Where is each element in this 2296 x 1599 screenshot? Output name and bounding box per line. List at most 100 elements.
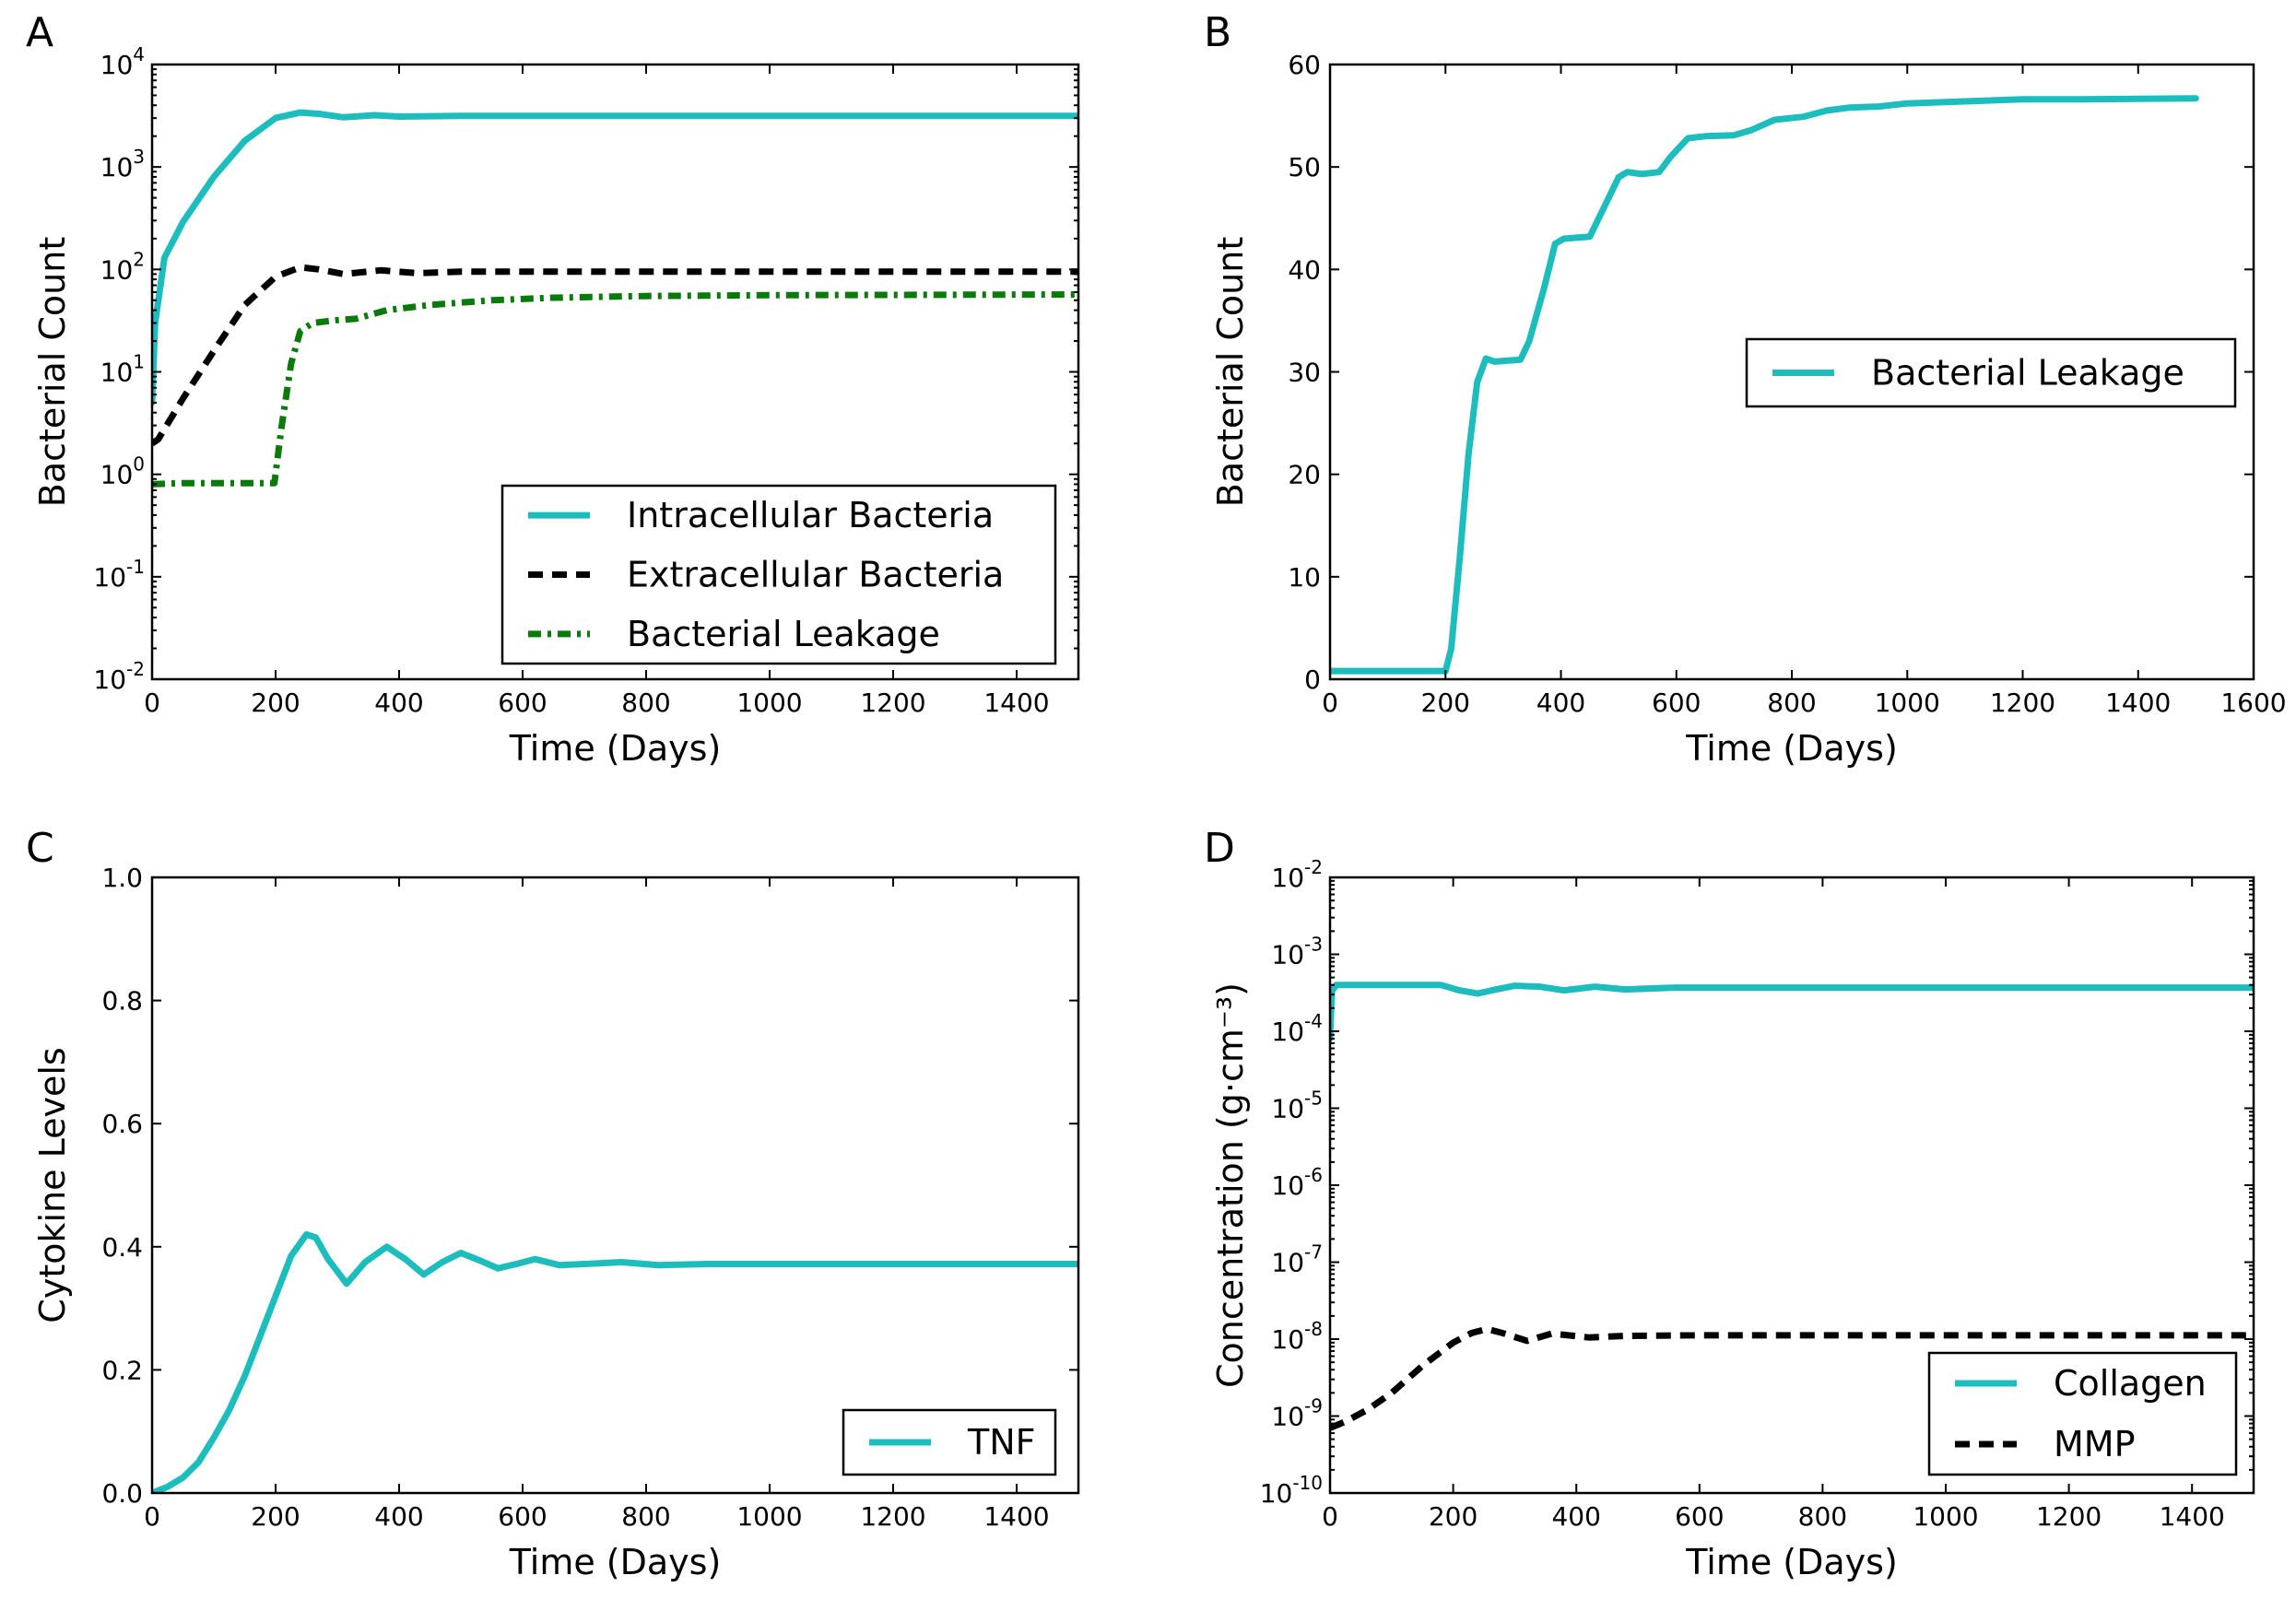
- x-tick-label: 1000: [1913, 1501, 1978, 1532]
- x-tick-label: 1200: [860, 1501, 925, 1532]
- y-tick-label: 0.8: [101, 986, 143, 1017]
- legend: Intracellular Bacteria Extracellular Bact…: [500, 484, 1057, 665]
- y-tick-label: 10-5: [1271, 1088, 1323, 1124]
- x-tick-label: 0: [1322, 688, 1338, 718]
- legend-label: Extracellular Bacteria: [627, 555, 1004, 595]
- x-tick-label: 1400: [2160, 1501, 2225, 1532]
- x-tick-label: 400: [1551, 1501, 1600, 1532]
- x-tick-label: 1400: [983, 1501, 1049, 1532]
- panel-letter: D: [1204, 825, 1235, 872]
- y-tick-label: 10-6: [1271, 1164, 1323, 1201]
- y-tick-label: 100: [100, 453, 145, 490]
- y-tick-label: 10-1: [93, 556, 145, 593]
- legend: TNF: [842, 1408, 1057, 1476]
- series-line-mmp: [1330, 1325, 2254, 1431]
- y-tick-label: 104: [100, 43, 145, 80]
- x-tick-label: 200: [251, 688, 300, 718]
- y-tick-label: 50: [1288, 152, 1321, 182]
- plot-frame: [150, 876, 1080, 1495]
- legend-label: Collagen: [2054, 1363, 2207, 1404]
- legend-label: TNF: [967, 1422, 1036, 1463]
- x-tick-label: 200: [251, 1501, 300, 1532]
- legend: Collagen MMP: [1927, 1351, 2238, 1476]
- y-tick-label: 0: [1304, 664, 1321, 695]
- x-axis-label: Time (Days): [509, 1542, 722, 1582]
- x-tick-label: 1200: [2036, 1501, 2102, 1532]
- y-tick-label: 40: [1288, 254, 1321, 285]
- x-tick-label: 1000: [1875, 688, 1940, 718]
- legend-label: Intracellular Bacteria: [627, 495, 994, 535]
- y-tick-label: 10-10: [1260, 1472, 1323, 1509]
- x-tick-label: 0: [1322, 1501, 1338, 1532]
- y-axis-label: Concentration (g·cm⁻³): [1210, 982, 1251, 1388]
- y-axis-label: Bacterial Count: [1210, 237, 1251, 507]
- panel-letter: B: [1204, 9, 1231, 56]
- x-tick-label: 1600: [2220, 688, 2286, 718]
- x-tick-label: 800: [621, 1501, 670, 1532]
- series-line-intracellular-bacteria: [152, 109, 1078, 406]
- y-tick-label: 10: [1288, 562, 1321, 593]
- x-tick-label: 200: [1421, 688, 1470, 718]
- x-tick-label: 0: [144, 688, 160, 718]
- y-tick-label: 10-2: [1271, 856, 1323, 893]
- legend: Bacterial Leakage: [1745, 337, 2237, 408]
- legend-label: Bacterial Leakage: [627, 614, 940, 654]
- x-tick-label: 800: [1798, 1501, 1847, 1532]
- y-tick-label: 10-7: [1271, 1241, 1323, 1278]
- x-tick-label: 400: [374, 688, 423, 718]
- y-tick-label: 10-9: [1271, 1395, 1323, 1432]
- series-line-collagen: [1330, 982, 2254, 1042]
- y-tick-label: 10-2: [93, 658, 145, 695]
- x-tick-label: 600: [1652, 688, 1701, 718]
- x-tick-label: 1400: [983, 688, 1049, 718]
- y-tick-label: 10-8: [1271, 1318, 1323, 1355]
- x-tick-label: 1200: [1990, 688, 2055, 718]
- y-axis-label: Cytokine Levels: [32, 1047, 73, 1323]
- y-tick-label: 10-3: [1271, 934, 1323, 970]
- series-line-bacterial-leakage: [1330, 95, 2199, 675]
- chart-panel-c: C 0 200 400 600 800 1000 1200 1400 0.0 0.2 0.4 0.6 0.…: [26, 825, 1080, 1582]
- y-tick-label: 0.0: [101, 1478, 143, 1509]
- x-axis-label: Time (Days): [1685, 1542, 1898, 1582]
- x-axis-label: Time (Days): [509, 728, 722, 769]
- x-tick-label: 1200: [860, 688, 925, 718]
- y-tick-label: 0.2: [101, 1355, 143, 1385]
- legend-box: [500, 484, 1057, 665]
- x-tick-label: 1000: [736, 688, 802, 718]
- x-axis-label: Time (Days): [1685, 728, 1898, 769]
- panel-letter: A: [26, 9, 53, 56]
- x-tick-label: 200: [1429, 1501, 1478, 1532]
- x-tick-label: 600: [1675, 1501, 1724, 1532]
- chart-panel-d: D 0 200 400 600 800 1000 1200 1400 10-10 10-9 10-8 1…: [1204, 825, 2255, 1582]
- x-tick-label: 600: [498, 688, 547, 718]
- chart-panel-a: A 0 200 400 600 800 1000 1200 1400 10-2 10-1 100 101…: [26, 9, 1080, 769]
- y-tick-label: 60: [1288, 50, 1321, 80]
- legend-box: [1927, 1351, 2238, 1476]
- y-tick-label: 101: [100, 351, 145, 388]
- y-tick-label: 0.6: [101, 1109, 143, 1139]
- y-tick-label: 0.4: [101, 1232, 143, 1263]
- y-tick-label: 103: [100, 146, 145, 182]
- x-tick-label: 400: [374, 1501, 423, 1532]
- y-tick-label: 30: [1288, 358, 1321, 388]
- x-tick-label: 600: [498, 1501, 547, 1532]
- series-line-tnf: [152, 1230, 1078, 1493]
- series-line-bacterial-leakage: [152, 291, 1078, 488]
- x-tick-label: 1000: [736, 1501, 802, 1532]
- panel-letter: C: [26, 825, 54, 872]
- series-line-extracellular-bacteria: [152, 264, 1078, 447]
- y-tick-label: 20: [1288, 460, 1321, 490]
- y-tick-label: 102: [100, 248, 145, 285]
- x-tick-label: 0: [144, 1501, 160, 1532]
- legend-label: Bacterial Leakage: [1871, 353, 2184, 394]
- x-tick-label: 800: [621, 688, 670, 718]
- y-axis-label: Bacterial Count: [32, 237, 73, 507]
- chart-panel-b: B 0 200 400 600 800 1000 1200 1400 1600 0 10 20 30 40 5…: [1204, 9, 2287, 769]
- legend-label: MMP: [2054, 1424, 2136, 1464]
- x-tick-label: 1400: [2105, 688, 2171, 718]
- x-tick-label: 400: [1537, 688, 1585, 718]
- y-tick-label: 1.0: [101, 863, 143, 893]
- x-tick-label: 800: [1767, 688, 1816, 718]
- y-tick-label: 10-4: [1271, 1010, 1323, 1047]
